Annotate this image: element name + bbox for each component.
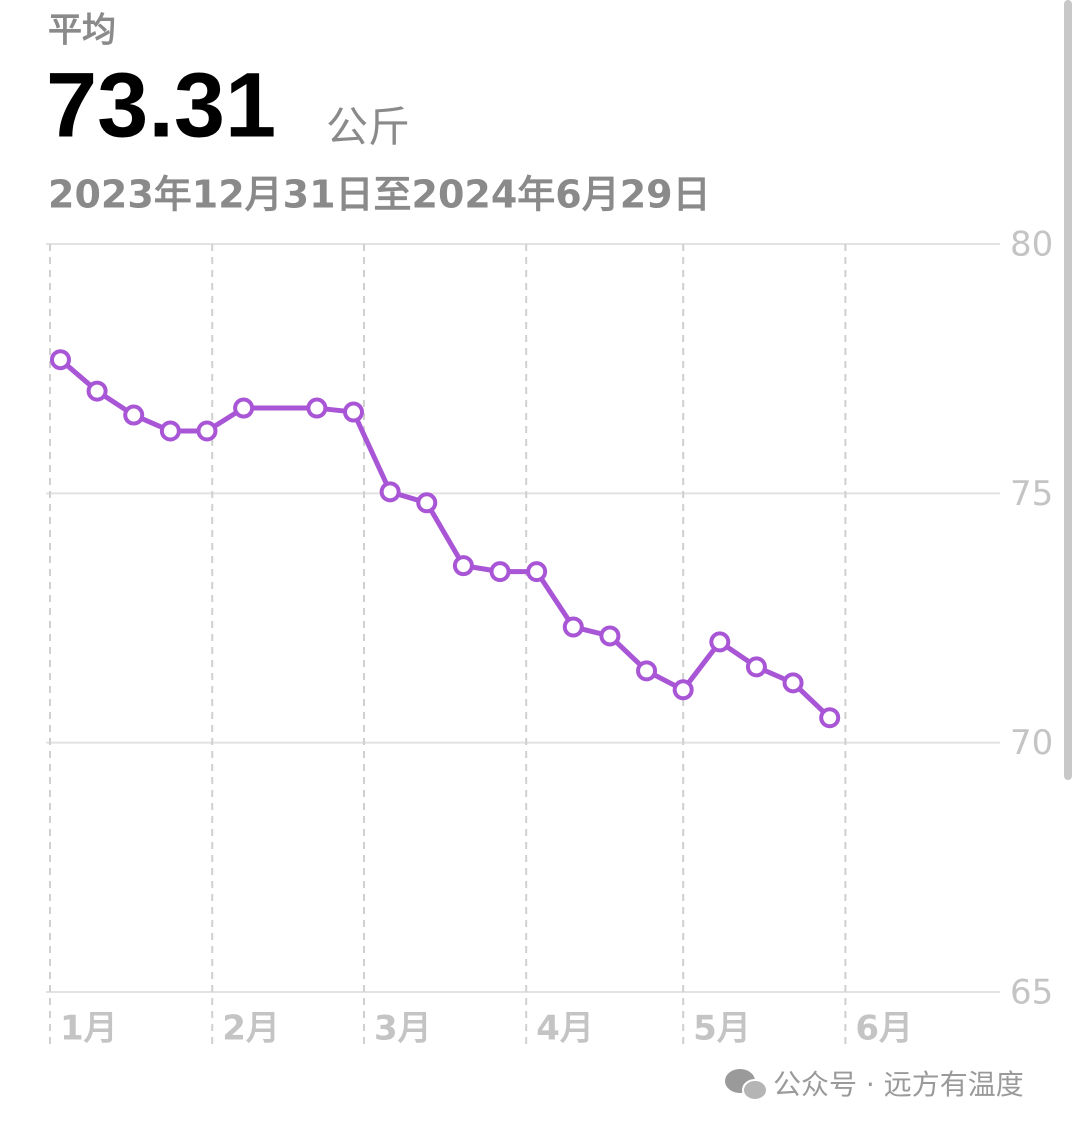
plot: 65 70 75 80 1月 2月 3月 4月 5月 6月 [46, 225, 1053, 1050]
data-point [49, 349, 71, 371]
scrollbar [1064, 0, 1072, 780]
x-tick-label: 5月 [693, 1009, 751, 1049]
data-point [782, 672, 804, 694]
watermark: 公众号 · 远方有温度 [773, 1068, 1024, 1101]
data-point [672, 679, 694, 701]
data-point [86, 380, 108, 402]
data-point [709, 631, 731, 653]
data-point [562, 616, 584, 638]
y-tick-label: 70 [1010, 723, 1053, 763]
x-tick-label: 6月 [855, 1009, 913, 1049]
data-point [416, 492, 438, 514]
data-point [233, 397, 255, 419]
avg-label: 平均 [48, 11, 116, 51]
data-point [489, 561, 511, 583]
date-range: 2023年12月31日至2024年6月29日 [48, 173, 711, 217]
data-point [526, 561, 548, 583]
data-point [306, 397, 328, 419]
x-tick-label: 1月 [60, 1009, 118, 1049]
y-tick-label: 80 [1010, 225, 1053, 265]
x-tick-label: 4月 [536, 1009, 594, 1049]
y-tick-label: 75 [1010, 474, 1053, 514]
data-point [159, 420, 181, 442]
avg-unit: 公斤 [326, 103, 410, 152]
data-point [636, 660, 658, 682]
wechat-icon [725, 1069, 768, 1101]
data-point [452, 555, 474, 577]
data-point [379, 481, 401, 503]
series-line [58, 357, 832, 720]
data-point [123, 404, 145, 426]
data-point [343, 401, 365, 423]
data-point [196, 420, 218, 442]
y-tick-label: 65 [1010, 973, 1053, 1013]
x-tick-label: 3月 [374, 1009, 432, 1049]
data-point [745, 656, 767, 678]
data-point [819, 707, 841, 729]
avg-value: 73.31 [46, 54, 276, 156]
x-tick-label: 2月 [222, 1009, 280, 1049]
data-point [599, 625, 621, 647]
